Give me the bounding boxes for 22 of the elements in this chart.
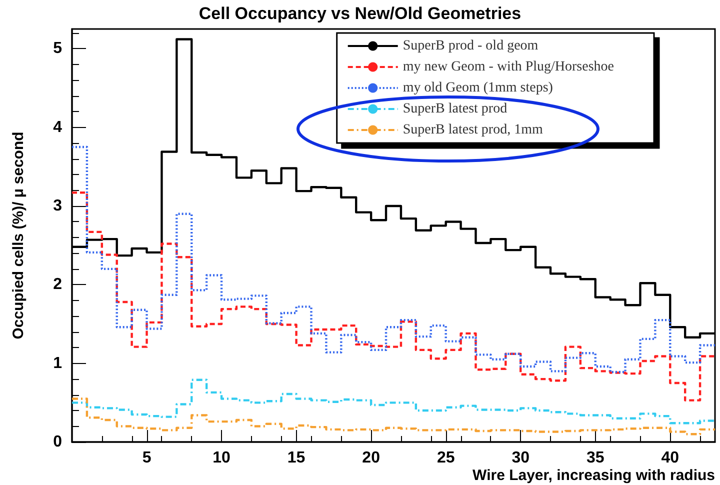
legend-label: my old Geom (1mm steps): [402, 80, 554, 96]
x-tick-label: 30: [512, 450, 530, 466]
x-tick-label: 35: [586, 450, 604, 466]
x-tick-label: 25: [436, 450, 455, 466]
y-tick-label: 4: [53, 118, 62, 136]
legend-label: SuperB latest prod, 1mm: [402, 122, 543, 138]
y-tick-label: 2: [53, 276, 62, 294]
y-tick-label: 0: [53, 434, 62, 450]
y-tick-label: 1: [53, 354, 62, 372]
y-axis-title: Occupied cells (%)/ μ second: [10, 132, 27, 340]
y-tick-label: 5: [53, 40, 62, 58]
x-tick-label: 10: [212, 450, 231, 466]
legend-label: SuperB prod - old geom: [402, 38, 538, 54]
x-tick-label: 20: [362, 450, 380, 466]
legend-label: SuperB latest prod: [402, 102, 508, 116]
legend-label: my new Geom - with Plug/Horseshoe: [402, 60, 614, 74]
x-axis-title: Wire Layer, increasing with radius: [472, 467, 715, 484]
x-tick-label: 5: [142, 450, 152, 466]
x-tick-label: 40: [661, 450, 680, 466]
x-tick-label: 15: [287, 450, 306, 466]
chart-title: Cell Occupancy vs New/Old Geometries: [198, 4, 522, 23]
y-tick-label: 3: [53, 198, 62, 214]
